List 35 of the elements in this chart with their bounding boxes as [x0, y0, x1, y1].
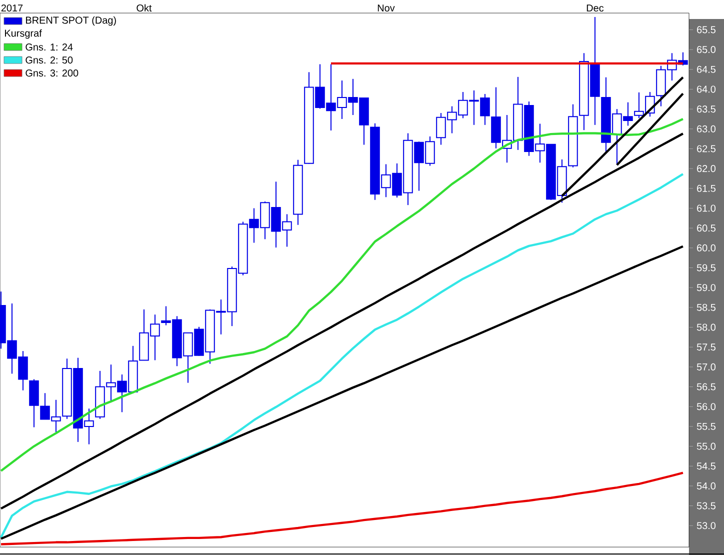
y-tick-label: 64.5	[697, 66, 716, 73]
y-tick-label: 64.0	[697, 86, 716, 93]
y-tick-label: 63.5	[697, 106, 716, 113]
legend-label: Gns. 1: 24	[26, 44, 73, 51]
y-tick-label: 62.5	[697, 145, 716, 152]
y-tick-label: 56.5	[696, 383, 716, 390]
y-tick-label: 57.5	[696, 344, 716, 351]
y-tick-label: 57.0	[696, 363, 716, 370]
x-tick-label: Dec	[586, 4, 604, 12]
y-tick-label: 65.0	[697, 46, 716, 54]
y-tick-label: 53.5	[696, 502, 716, 510]
x-tick-label: Okt	[136, 4, 152, 12]
y-tick-label: 58.5	[696, 304, 716, 311]
y-tick-label: 61.0	[697, 204, 716, 212]
legend-label: Gns. 3: 200	[26, 70, 78, 77]
y-tick-label: 55.5	[696, 422, 716, 430]
x-tick-label: 2017	[1, 4, 23, 12]
legend-title: Kursgraf	[5, 29, 42, 39]
y-tick-label: 65.5	[697, 26, 716, 34]
y-tick-label: 60.5	[697, 224, 716, 232]
y-tick-label: 54.0	[696, 482, 716, 490]
y-tick-label: 62.0	[697, 165, 716, 172]
y-tick-label: 55.0	[696, 442, 716, 450]
y-tick-label: 59.0	[696, 284, 716, 292]
y-tick-label: 53.0	[696, 522, 716, 530]
y-tick-label: 63.0	[697, 125, 716, 132]
x-tick-label: Nov	[378, 4, 395, 12]
y-tick-label: 58.0	[696, 324, 716, 331]
y-tick-label: 54.5	[696, 462, 716, 470]
y-tick-label: 60.0	[697, 244, 716, 252]
legend-label: BRENT SPOT (Dag)	[26, 16, 116, 26]
legend-label: Gns. 2: 50	[26, 56, 73, 64]
y-tick-label: 61.5	[697, 184, 716, 192]
y-tick-label: 56.0	[696, 403, 716, 410]
y-tick-label: 59.5	[696, 264, 716, 272]
